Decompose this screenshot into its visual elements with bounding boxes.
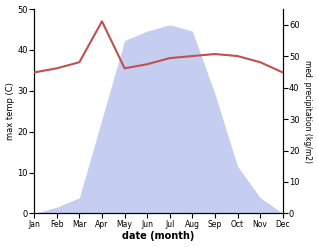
X-axis label: date (month): date (month) — [122, 231, 195, 242]
Y-axis label: max temp (C): max temp (C) — [5, 82, 15, 140]
Y-axis label: med. precipitation (kg/m2): med. precipitation (kg/m2) — [303, 60, 313, 163]
